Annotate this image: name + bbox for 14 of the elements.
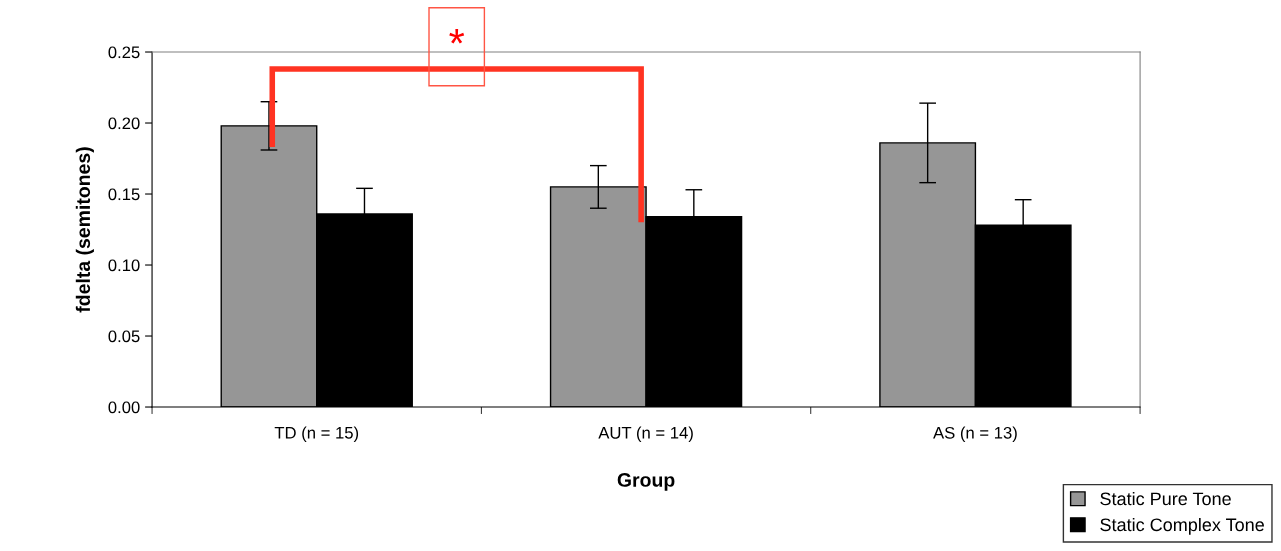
legend-label: Static Complex Tone [1100,517,1264,535]
x-tick-label: TD (n = 15) [274,426,359,442]
legend-label: Static Pure Tone [1100,491,1231,506]
y-tick-label: 0.05 [108,330,140,343]
x-axis-title: Group [617,473,675,491]
y-tick-label: 0.10 [108,259,140,272]
y-tick-label: 0.00 [108,401,140,414]
y-tick-label: 0.25 [108,46,140,59]
y-axis-title: fdelta (semitones) [75,147,94,313]
y-tick-label: 0.15 [108,188,140,201]
x-tick-label: AUT (n = 14) [598,426,693,442]
y-tick-label: 0.20 [108,117,140,130]
x-tick-label: AS (n = 13) [933,426,1017,442]
text: * [449,28,465,44]
